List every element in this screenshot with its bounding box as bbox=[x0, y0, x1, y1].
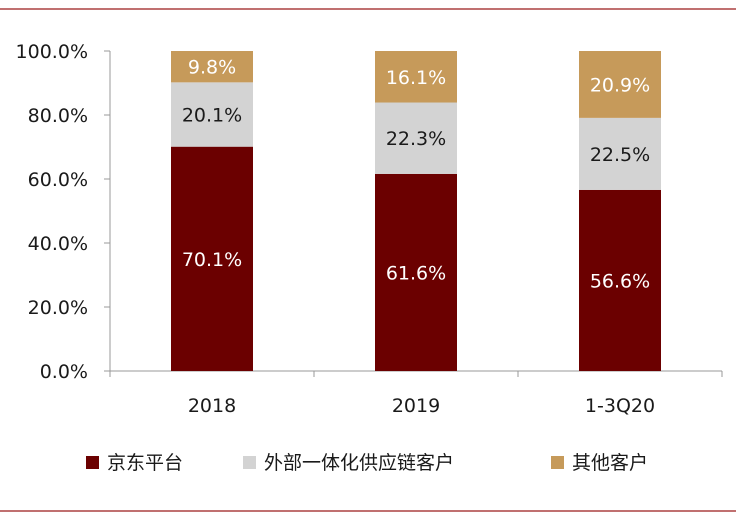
legend: 京东平台 外部一体化供应链客户 其他客户 bbox=[86, 452, 648, 474]
bar-segment-1 bbox=[579, 189, 661, 371]
bar-segment-1 bbox=[375, 173, 457, 371]
bar-segment-3 bbox=[171, 51, 253, 83]
legend-swatch bbox=[551, 456, 564, 469]
x-axis: 2018 2019 1-3Q20 bbox=[109, 370, 723, 417]
legend-label: 外部一体化供应链客户 bbox=[264, 452, 454, 474]
y-tick-label: 20.0% bbox=[28, 297, 88, 319]
data-label: 20.9% bbox=[590, 74, 650, 96]
y-axis: 0.0% 20.0% 40.0% 60.0% 80.0% 100.0% bbox=[16, 41, 111, 383]
data-label: 16.1% bbox=[386, 67, 446, 89]
y-tick-label: 80.0% bbox=[28, 105, 88, 127]
data-label: 61.6% bbox=[386, 262, 446, 284]
data-label: 56.6% bbox=[590, 270, 650, 292]
x-category-label: 1-3Q20 bbox=[585, 395, 655, 417]
bar-segment-2 bbox=[579, 117, 661, 190]
y-tick-label: 40.0% bbox=[28, 233, 88, 255]
y-tick-label: 0.0% bbox=[40, 361, 88, 383]
data-label: 22.3% bbox=[386, 128, 446, 150]
y-tick-label: 100.0% bbox=[16, 41, 88, 63]
data-label: 9.8% bbox=[188, 57, 236, 79]
data-label: 70.1% bbox=[182, 249, 242, 271]
bar-segment-2 bbox=[171, 82, 253, 147]
legend-swatch bbox=[243, 456, 256, 469]
legend-label: 京东平台 bbox=[107, 452, 183, 474]
bar-segment-1 bbox=[171, 146, 253, 371]
legend-swatch bbox=[86, 456, 99, 469]
data-label: 20.1% bbox=[182, 105, 242, 127]
bar-segment-3 bbox=[375, 51, 457, 103]
x-category-label: 2019 bbox=[392, 395, 440, 417]
x-category-label: 2018 bbox=[188, 395, 236, 417]
data-label: 22.5% bbox=[590, 144, 650, 166]
y-tick-label: 60.0% bbox=[28, 169, 88, 191]
bars-group: 70.1% 20.1% 9.8% 61.6% 22.3% 16.1% 56.6% 22.5% 2… bbox=[171, 51, 661, 371]
legend-label: 其他客户 bbox=[572, 452, 648, 474]
bar-segment-3 bbox=[579, 51, 661, 118]
bar-segment-2 bbox=[375, 102, 457, 174]
